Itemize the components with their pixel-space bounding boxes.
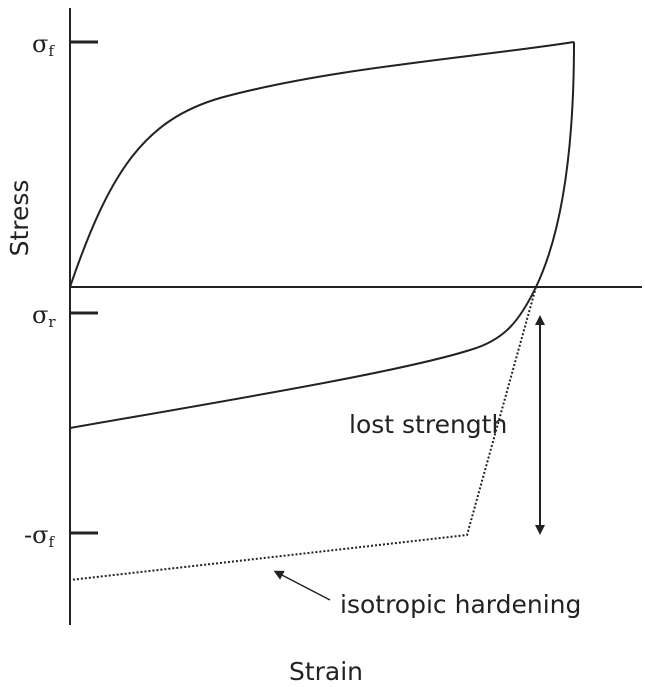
reverse-loading-curve [69, 286, 537, 429]
isotropic-hardening-label: isotropic hardening [340, 590, 581, 619]
tick-label-neg-sigma-f: -σf [24, 521, 56, 551]
tick-label-sigma-f: σf [32, 30, 55, 60]
loading-curve [69, 41, 575, 288]
lost-strength-label: lost strength [349, 410, 507, 439]
x-axis-title: Strain [289, 657, 363, 686]
y-axis-title: Stress [5, 180, 34, 257]
isotropic-hardening-curve [69, 286, 537, 581]
isotropic-hardening-pointer [273, 570, 331, 601]
unloading-curve [535, 41, 575, 288]
tick-label-sigma-r: σr [32, 301, 56, 331]
